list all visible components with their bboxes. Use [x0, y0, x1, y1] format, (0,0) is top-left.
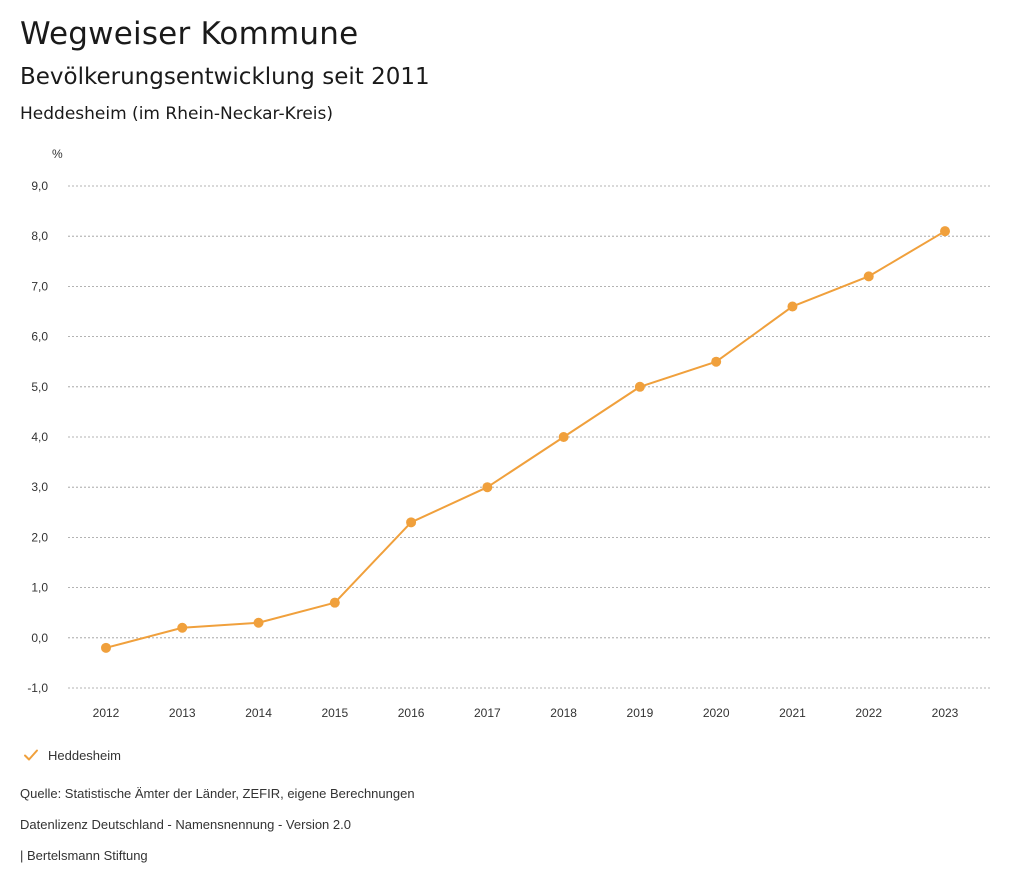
y-tick-label: 0,0 — [31, 631, 48, 645]
x-tick-label: 2020 — [703, 706, 730, 720]
page-title: Wegweiser Kommune — [20, 16, 359, 52]
y-axis-ticks: -1,0 0,0 1,0 2,0 3,0 4,0 5,0 6,0 7,0 8,0 9,0 — [27, 179, 48, 695]
line-chart: % -1,0 0,0 1,0 2,0 3,0 4,0 5,0 6,0 7,0 8,0 9,0 201… — [27, 147, 990, 720]
legend-item-heddesheim[interactable]: Heddesheim — [22, 745, 121, 765]
publisher-note: | Bertelsmann Stiftung — [20, 848, 148, 863]
region-label: Heddesheim (im Rhein-Neckar-Kreis) — [20, 104, 334, 124]
y-tick-label: 4,0 — [31, 430, 48, 444]
data-point[interactable] — [329, 597, 340, 608]
x-tick-label: 2013 — [169, 706, 196, 720]
y-tick-label: 2,0 — [31, 530, 48, 544]
x-tick-label: 2015 — [321, 706, 348, 720]
x-tick-label: 2012 — [93, 706, 120, 720]
data-point[interactable] — [558, 432, 569, 442]
x-tick-label: 2023 — [932, 706, 959, 720]
y-tick-label: 8,0 — [31, 229, 48, 243]
series-line-heddesheim — [105, 230, 946, 649]
x-tick-label: 2017 — [474, 706, 501, 720]
x-tick-label: 2019 — [627, 706, 654, 720]
license-note: Datenlizenz Deutschland - Namensnennung … — [20, 817, 351, 832]
gridlines — [68, 185, 990, 689]
y-tick-label: 5,0 — [31, 380, 48, 394]
data-point[interactable] — [177, 622, 188, 633]
data-point[interactable] — [634, 381, 645, 392]
data-point[interactable] — [940, 226, 950, 237]
data-point[interactable] — [406, 517, 417, 528]
y-tick-label: 9,0 — [31, 179, 48, 193]
source-note: Quelle: Statistische Ämter der Länder, Z… — [20, 786, 415, 801]
data-point[interactable] — [787, 301, 798, 312]
x-tick-label: 2014 — [245, 706, 272, 720]
y-tick-label: 7,0 — [31, 279, 48, 293]
y-tick-label: -1,0 — [27, 681, 48, 695]
data-point[interactable] — [253, 617, 264, 628]
check-icon — [24, 749, 38, 761]
x-tick-label: 2021 — [779, 706, 806, 720]
x-axis-ticks: 2012 2013 2014 2015 2016 2017 2018 2019 2020 2021… — [93, 706, 959, 720]
x-tick-label: 2018 — [550, 706, 577, 720]
y-axis-unit-label: % — [52, 147, 63, 161]
y-tick-label: 1,0 — [31, 581, 48, 595]
chart-subtitle: Bevölkerungsentwicklung seit 2011 — [20, 64, 430, 90]
data-point[interactable] — [711, 356, 722, 367]
x-tick-label: 2022 — [855, 706, 882, 720]
series-group — [101, 226, 950, 653]
y-tick-label: 3,0 — [31, 480, 48, 494]
data-point[interactable] — [482, 482, 493, 493]
legend-label: Heddesheim — [48, 747, 121, 763]
x-tick-label: 2016 — [398, 706, 425, 720]
data-point[interactable] — [101, 642, 111, 653]
data-point[interactable] — [863, 271, 874, 282]
y-tick-label: 6,0 — [31, 330, 48, 344]
